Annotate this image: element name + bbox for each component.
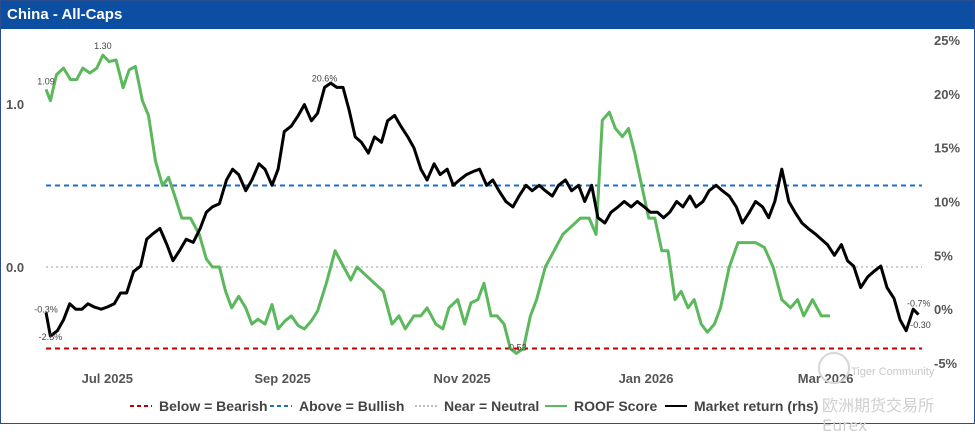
legend: Below = Bearish Above = Bullish Near = Neu… bbox=[130, 398, 818, 414]
right-tick-label: 15% bbox=[934, 141, 960, 156]
left-axis: 1.0 0.0 bbox=[6, 97, 24, 275]
chart-title: China - All-Caps bbox=[7, 6, 123, 23]
watermark-text-cn: 欧洲期货交易所Eurex bbox=[822, 396, 935, 435]
annotations: 1.09 1.30 -0.3% -2.5% 20.6% -0.53 -0.7% -0.30 bbox=[34, 41, 931, 352]
data-label: -0.3% bbox=[34, 304, 58, 314]
data-label: -0.53 bbox=[506, 342, 527, 352]
right-tick-label: -5% bbox=[934, 356, 958, 371]
x-tick-label: Jan 2026 bbox=[619, 371, 674, 386]
market-return-line bbox=[44, 81, 920, 338]
legend-label: Below = Bearish bbox=[159, 398, 268, 414]
right-tick-label: 0% bbox=[934, 302, 953, 317]
x-tick-label: Nov 2025 bbox=[434, 371, 491, 386]
legend-label: ROOF Score bbox=[574, 398, 657, 414]
reference-lines bbox=[46, 184, 922, 350]
roof-score-line bbox=[44, 53, 830, 355]
left-tick-label: 1.0 bbox=[6, 97, 24, 112]
chart-frame: China - All-Caps bbox=[0, 0, 975, 424]
series-lines bbox=[44, 53, 920, 355]
data-label: -2.5% bbox=[39, 332, 63, 342]
right-tick-label: 20% bbox=[934, 87, 960, 102]
x-tick-label: Jul 2025 bbox=[82, 371, 133, 386]
right-tick-label: 25% bbox=[934, 33, 960, 48]
title-bar: China - All-Caps bbox=[1, 1, 974, 29]
x-axis: Jul 2025 Sep 2025 Nov 2025 Jan 2026 Mar 2026 bbox=[82, 371, 854, 386]
left-tick-label: 0.0 bbox=[6, 260, 24, 275]
watermark-text: Tiger Community bbox=[851, 366, 935, 378]
right-tick-label: 5% bbox=[934, 248, 953, 263]
data-label: 1.09 bbox=[37, 76, 55, 86]
legend-label: Near = Neutral bbox=[444, 398, 539, 414]
watermark-logo-icon bbox=[818, 352, 850, 384]
legend-label: Above = Bullish bbox=[299, 398, 404, 414]
data-label: -0.30 bbox=[910, 320, 931, 330]
data-label: 20.6% bbox=[312, 73, 338, 83]
right-tick-label: 10% bbox=[934, 195, 960, 210]
legend-label: Market return (rhs) bbox=[694, 398, 818, 414]
x-tick-label: Sep 2025 bbox=[254, 371, 310, 386]
chart-svg: 1.0 0.0 25% 20% 15% 10% 5% 0% -5% Jul 2025 Sep 2… bbox=[6, 33, 960, 414]
right-axis: 25% 20% 15% 10% 5% 0% -5% bbox=[934, 33, 960, 371]
data-label: -0.7% bbox=[907, 299, 931, 309]
data-label: 1.30 bbox=[94, 41, 112, 51]
